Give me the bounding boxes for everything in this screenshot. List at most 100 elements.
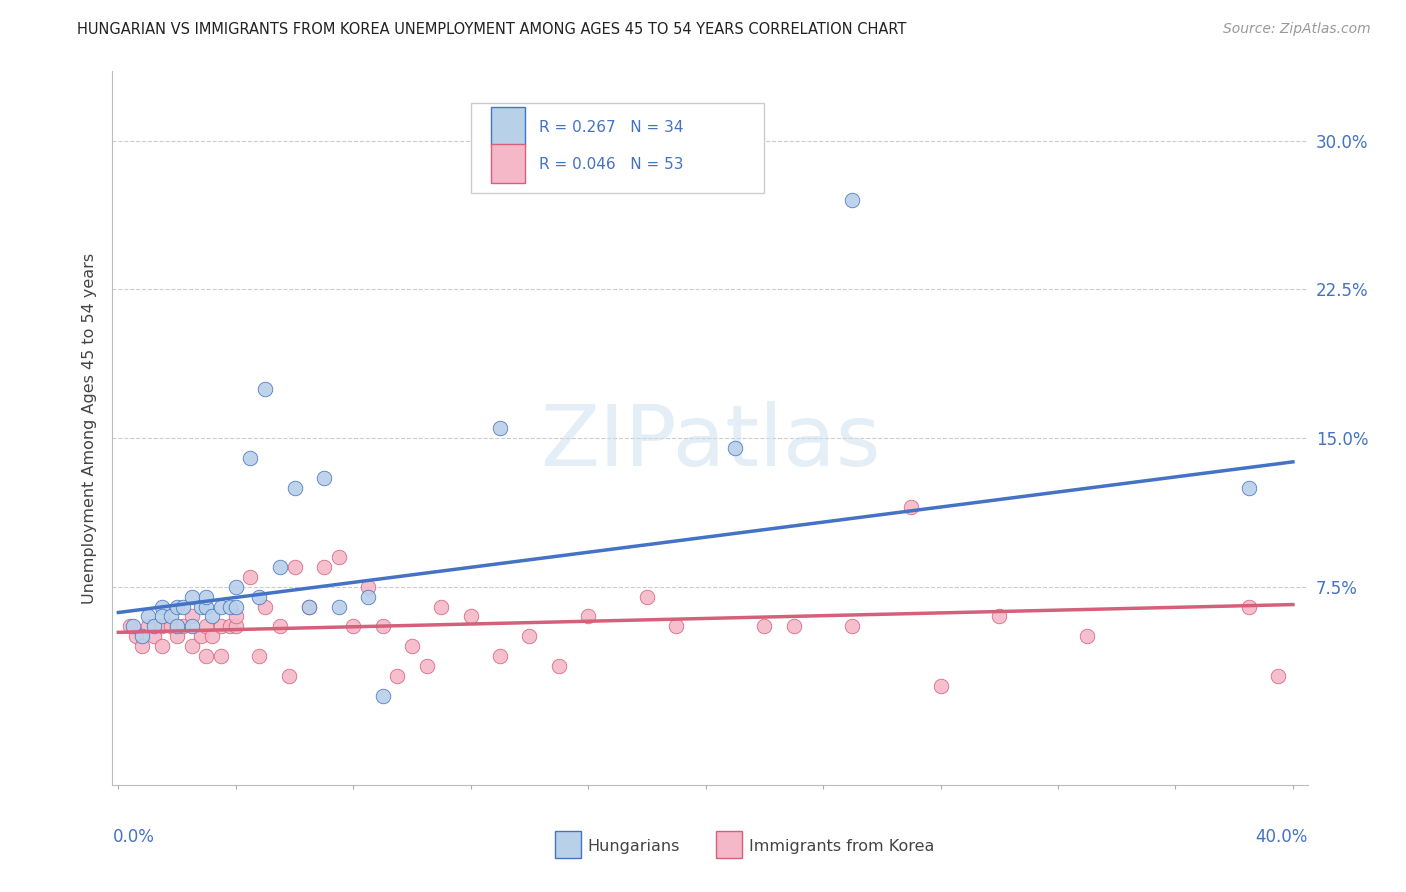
Y-axis label: Unemployment Among Ages 45 to 54 years: Unemployment Among Ages 45 to 54 years bbox=[82, 252, 97, 604]
Point bbox=[209, 619, 232, 633]
Point bbox=[1267, 669, 1289, 683]
Point bbox=[131, 629, 153, 643]
Point bbox=[1237, 481, 1260, 495]
Point bbox=[142, 629, 165, 643]
Point bbox=[225, 580, 247, 594]
Point bbox=[195, 599, 218, 614]
Point bbox=[120, 619, 142, 633]
Point bbox=[371, 619, 394, 633]
Point bbox=[1076, 629, 1098, 643]
Point bbox=[122, 619, 145, 633]
Point bbox=[180, 619, 202, 633]
Point bbox=[136, 609, 159, 624]
Point bbox=[489, 649, 512, 664]
Point bbox=[576, 609, 599, 624]
Point bbox=[160, 609, 183, 624]
Point bbox=[180, 639, 202, 653]
Point bbox=[152, 609, 174, 624]
Point bbox=[371, 689, 394, 703]
Point bbox=[239, 450, 262, 465]
Point bbox=[357, 590, 380, 604]
Point bbox=[136, 619, 159, 633]
Point bbox=[277, 669, 299, 683]
Point bbox=[430, 599, 453, 614]
Point bbox=[401, 639, 423, 653]
Point bbox=[247, 590, 270, 604]
Point bbox=[180, 590, 202, 604]
Point bbox=[160, 619, 183, 633]
FancyBboxPatch shape bbox=[716, 831, 742, 858]
Point bbox=[190, 629, 212, 643]
Text: Source: ZipAtlas.com: Source: ZipAtlas.com bbox=[1223, 22, 1371, 37]
FancyBboxPatch shape bbox=[554, 831, 581, 858]
Point bbox=[142, 619, 165, 633]
Point bbox=[988, 609, 1011, 624]
Point bbox=[152, 619, 174, 633]
Point bbox=[283, 481, 305, 495]
FancyBboxPatch shape bbox=[471, 103, 763, 193]
Text: Hungarians: Hungarians bbox=[586, 838, 679, 854]
Point bbox=[900, 500, 922, 515]
Point bbox=[754, 619, 776, 633]
Point bbox=[190, 599, 212, 614]
Point bbox=[219, 599, 242, 614]
Point bbox=[841, 619, 863, 633]
Text: 40.0%: 40.0% bbox=[1256, 828, 1308, 846]
Point bbox=[254, 599, 277, 614]
FancyBboxPatch shape bbox=[491, 107, 524, 146]
Point bbox=[172, 599, 194, 614]
Point bbox=[328, 599, 350, 614]
Point bbox=[152, 639, 174, 653]
Text: Immigrants from Korea: Immigrants from Korea bbox=[749, 838, 935, 854]
Point bbox=[166, 599, 188, 614]
Point bbox=[312, 471, 335, 485]
Point bbox=[131, 639, 153, 653]
Point bbox=[342, 619, 364, 633]
Point bbox=[201, 609, 224, 624]
Point bbox=[415, 659, 437, 673]
Text: HUNGARIAN VS IMMIGRANTS FROM KOREA UNEMPLOYMENT AMONG AGES 45 TO 54 YEARS CORREL: HUNGARIAN VS IMMIGRANTS FROM KOREA UNEMP… bbox=[77, 22, 907, 37]
Point bbox=[172, 619, 194, 633]
Point bbox=[201, 629, 224, 643]
Point bbox=[180, 609, 202, 624]
Point bbox=[328, 549, 350, 564]
Point bbox=[519, 629, 541, 643]
Point bbox=[357, 580, 380, 594]
Point bbox=[929, 679, 952, 693]
Point bbox=[783, 619, 806, 633]
Point bbox=[269, 560, 291, 574]
Point bbox=[195, 619, 218, 633]
Text: R = 0.046   N = 53: R = 0.046 N = 53 bbox=[538, 157, 683, 171]
Point bbox=[489, 421, 512, 435]
Text: ZIPatlas: ZIPatlas bbox=[540, 401, 880, 484]
Point bbox=[225, 609, 247, 624]
Point bbox=[547, 659, 569, 673]
Point bbox=[298, 599, 321, 614]
Point bbox=[665, 619, 688, 633]
Point bbox=[283, 560, 305, 574]
Point bbox=[225, 599, 247, 614]
Point bbox=[125, 629, 148, 643]
Point bbox=[269, 619, 291, 633]
Point bbox=[724, 441, 747, 455]
Point bbox=[387, 669, 409, 683]
Point bbox=[841, 193, 863, 207]
Point bbox=[254, 382, 277, 396]
Point bbox=[312, 560, 335, 574]
Point bbox=[636, 590, 658, 604]
Point bbox=[225, 619, 247, 633]
Point bbox=[298, 599, 321, 614]
Point bbox=[460, 609, 482, 624]
FancyBboxPatch shape bbox=[491, 145, 524, 184]
Point bbox=[195, 590, 218, 604]
Point bbox=[209, 599, 232, 614]
Point bbox=[195, 649, 218, 664]
Text: R = 0.267   N = 34: R = 0.267 N = 34 bbox=[538, 120, 683, 135]
Point bbox=[166, 629, 188, 643]
Point bbox=[247, 649, 270, 664]
Point bbox=[239, 570, 262, 584]
Point bbox=[1237, 599, 1260, 614]
Point bbox=[152, 599, 174, 614]
Point bbox=[166, 619, 188, 633]
Point bbox=[219, 619, 242, 633]
